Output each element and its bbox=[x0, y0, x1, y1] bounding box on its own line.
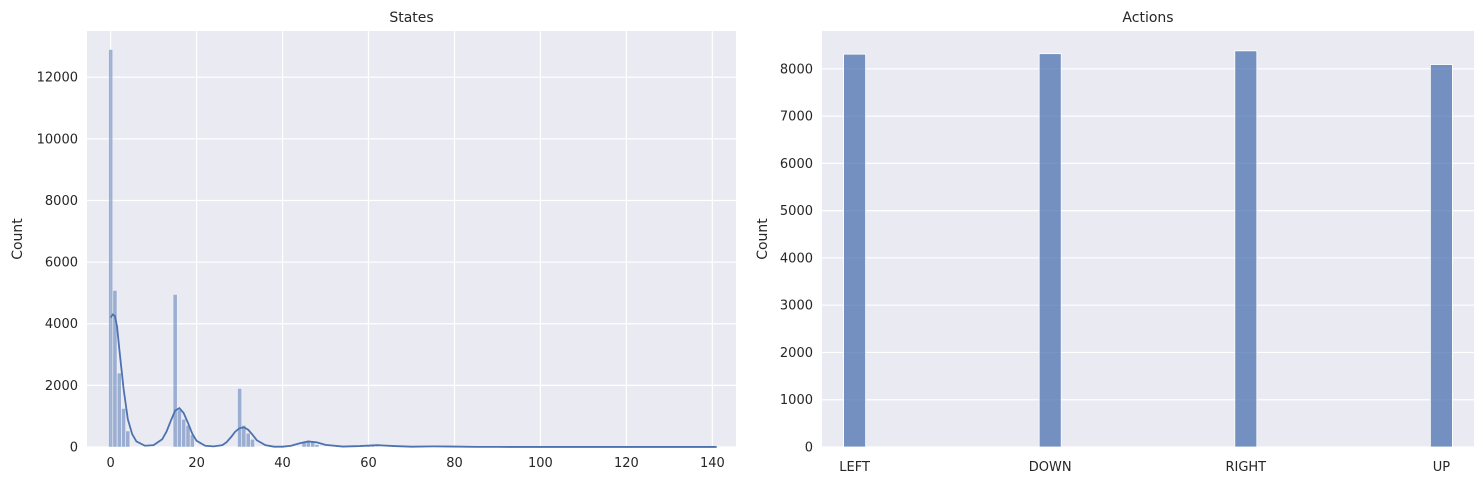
states-histogram-bar bbox=[250, 439, 255, 448]
states-histogram-bar bbox=[172, 294, 178, 448]
states-histogram-bar bbox=[125, 430, 131, 448]
states-y-tick: 0 bbox=[70, 441, 78, 456]
states-plot-area bbox=[87, 31, 736, 447]
states-x-tick: 120 bbox=[614, 456, 639, 471]
actions-y-tick: 0 bbox=[805, 441, 813, 456]
states-x-tick: 20 bbox=[188, 456, 205, 471]
states-title: States bbox=[389, 10, 433, 26]
states-chart: 0 20 40 60 80 100 120 140 0 2000 4000 6000 8000 1000… bbox=[10, 10, 736, 471]
states-y-tick: 10000 bbox=[37, 132, 78, 147]
states-histogram-bar bbox=[306, 440, 311, 448]
states-x-tick-labels: 0 20 40 60 80 100 120 140 bbox=[106, 456, 724, 471]
actions-title: Actions bbox=[1122, 10, 1173, 26]
actions-y-tick-labels: 0 1000 2000 3000 4000 5000 6000 7000 8000 bbox=[780, 62, 813, 455]
actions-y-tick: 4000 bbox=[780, 251, 813, 266]
actions-plot-area bbox=[822, 31, 1474, 447]
states-histogram-bar bbox=[181, 419, 186, 448]
states-histogram-bar bbox=[112, 290, 118, 448]
actions-bars bbox=[843, 50, 1453, 448]
actions-bar-down bbox=[1038, 53, 1062, 448]
states-x-tick: 40 bbox=[274, 456, 291, 471]
actions-bar-left bbox=[843, 53, 866, 448]
states-histogram-bar bbox=[314, 444, 320, 448]
states-histogram-bar bbox=[108, 49, 113, 448]
actions-bar-right bbox=[1234, 50, 1258, 448]
states-x-tick: 140 bbox=[700, 456, 725, 471]
actions-x-tick: RIGHT bbox=[1225, 460, 1266, 475]
states-y-tick: 8000 bbox=[45, 194, 78, 209]
states-x-tick: 60 bbox=[360, 456, 377, 471]
states-x-tick: 0 bbox=[106, 456, 114, 471]
states-y-tick: 12000 bbox=[37, 71, 78, 86]
actions-x-tick: LEFT bbox=[839, 460, 870, 475]
actions-bar-up bbox=[1430, 64, 1453, 448]
actions-x-tick: UP bbox=[1433, 460, 1451, 475]
actions-y-tick: 3000 bbox=[780, 299, 813, 314]
states-x-tick: 80 bbox=[446, 456, 463, 471]
states-histogram-bar bbox=[185, 425, 191, 448]
states-histogram-bar bbox=[374, 446, 380, 448]
actions-gridlines bbox=[822, 68, 1474, 448]
states-x-tick: 100 bbox=[528, 456, 553, 471]
states-histogram-bar bbox=[241, 425, 247, 448]
states-histogram-bar bbox=[237, 388, 242, 448]
states-y-axis-label: Count bbox=[10, 218, 26, 260]
states-histogram-bars bbox=[108, 49, 449, 448]
states-histogram-bar bbox=[121, 408, 126, 448]
states-histogram-bar bbox=[177, 409, 182, 448]
states-y-tick: 6000 bbox=[45, 256, 78, 271]
actions-y-axis-label: Count bbox=[755, 218, 771, 260]
states-histogram-bar bbox=[116, 372, 122, 448]
states-kde-line bbox=[109, 313, 717, 448]
states-gridlines bbox=[87, 31, 736, 448]
states-y-tick-labels: 0 2000 4000 6000 8000 10000 12000 bbox=[37, 71, 78, 456]
actions-y-tick: 5000 bbox=[780, 204, 813, 219]
actions-x-tick: DOWN bbox=[1029, 460, 1072, 475]
actions-y-tick: 8000 bbox=[780, 62, 813, 77]
actions-y-tick: 7000 bbox=[780, 110, 813, 125]
states-histogram-bar bbox=[245, 432, 251, 448]
actions-chart: LEFT DOWN RIGHT UP 0 1000 2000 3000 4000 5000 600… bbox=[755, 10, 1474, 475]
actions-y-tick: 6000 bbox=[780, 157, 813, 172]
states-y-tick: 2000 bbox=[45, 379, 78, 394]
actions-x-tick-labels: LEFT DOWN RIGHT UP bbox=[839, 460, 1450, 475]
actions-y-tick: 1000 bbox=[780, 393, 813, 408]
states-y-tick: 4000 bbox=[45, 317, 78, 332]
actions-y-tick: 2000 bbox=[780, 346, 813, 361]
